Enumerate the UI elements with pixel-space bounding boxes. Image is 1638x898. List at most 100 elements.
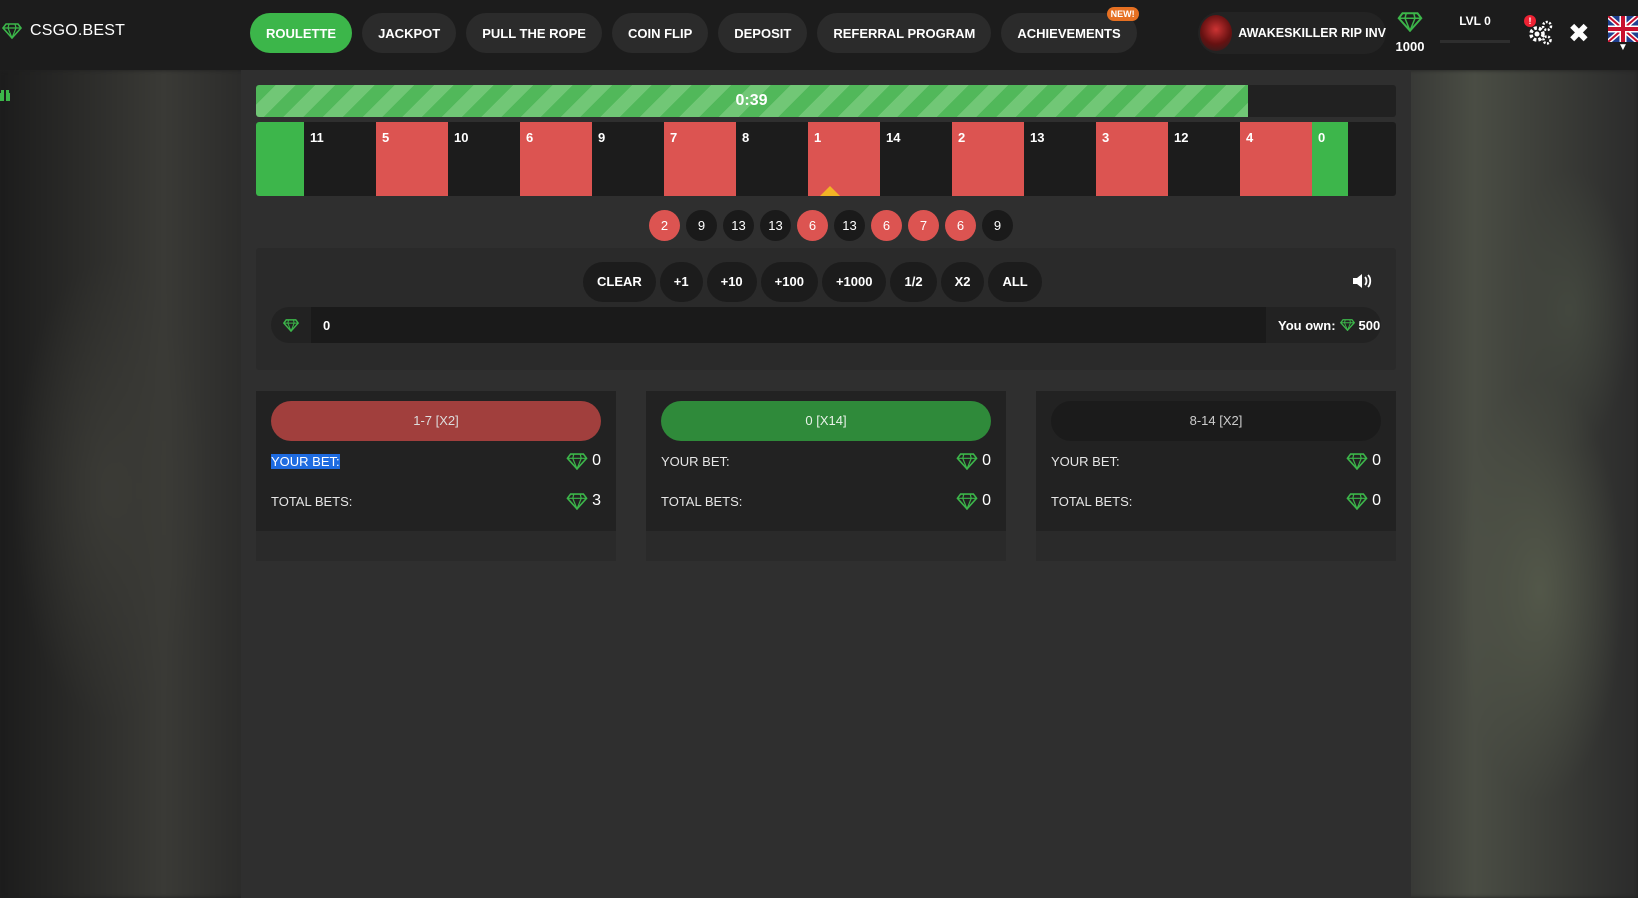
history-roll: 13 [834, 210, 865, 241]
chevron-down-icon[interactable]: ▼ [1618, 42, 1628, 53]
nav-label: DEPOSIT [734, 25, 792, 41]
nav-coin-flip[interactable]: COIN FLIP [611, 13, 709, 53]
roulette-strip: 11 5 10 6 9 7 8 1 14 2 13 3 12 4 0 [256, 122, 1396, 196]
nav-achievements[interactable]: ACHIEVEMENTS NEW! [1001, 7, 1139, 53]
gem-icon [1346, 492, 1368, 510]
new-badge: NEW! [1106, 7, 1139, 21]
roulette-cell: 6 [520, 122, 592, 196]
roulette-cell-number: 2 [958, 130, 966, 145]
settings-button[interactable]: ! [1524, 15, 1554, 46]
user-profile[interactable]: AWAKESKILLER RIP INV [1198, 12, 1386, 54]
roulette-cell-number: 7 [670, 130, 678, 145]
your-bet-amount: 0 [592, 452, 601, 469]
roulette-pointer [820, 186, 840, 196]
bet-chip-button[interactable]: 1/2 [890, 262, 937, 302]
roulette-cell: 5 [376, 122, 448, 196]
roulette-cell-number: 14 [886, 130, 901, 145]
gem-icon [566, 452, 588, 470]
total-bets-row: TOTAL BETS: 3 [271, 489, 601, 513]
nav-label: ACHIEVEMENTS [1017, 25, 1121, 41]
owned-label: You own: [1278, 317, 1336, 333]
roulette-cell: 9 [592, 122, 664, 196]
total-bets-label: TOTAL BETS: [661, 493, 743, 509]
roulette-cell: 3 [1096, 122, 1168, 196]
your-bet-value: 0 [566, 452, 601, 470]
total-bets-value: 3 [566, 492, 601, 510]
total-bets-row: TOTAL BETS: 0 [1051, 489, 1381, 513]
nav-label: REFERRAL PROGRAM [833, 25, 976, 41]
balance: 1000 [1393, 12, 1427, 54]
place-bet-red-button[interactable]: 1-7 [X2] [271, 401, 601, 441]
bet-chip-button[interactable]: +10 [706, 262, 757, 302]
close-icon[interactable]: ✖ [1568, 18, 1590, 48]
owned-value: 500 [1358, 317, 1381, 333]
bet-chip-button[interactable]: +100 [760, 262, 818, 302]
place-bet-black-button[interactable]: 8-14 [X2] [1051, 401, 1381, 441]
total-bets-value: 0 [956, 492, 991, 510]
nav-deposit[interactable]: DEPOSIT [718, 13, 808, 53]
nav-jackpot[interactable]: JACKPOT [362, 13, 457, 53]
nav-pull-the-rope[interactable]: PULL THE ROPE [466, 13, 602, 53]
roulette-cell [256, 122, 304, 196]
speaker-icon [1353, 274, 1372, 288]
nav-referral-program[interactable]: REFERRAL PROGRAM [817, 13, 992, 53]
gem-icon [956, 452, 978, 470]
bet-chip-button[interactable]: ALL [988, 262, 1042, 302]
your-bet-value: 0 [956, 452, 991, 470]
roulette-cell: 14 [880, 122, 952, 196]
nav-label: JACKPOT [378, 25, 441, 41]
place-bet-green-button[interactable]: 0 [X14] [661, 401, 991, 441]
balance-value: 1000 [1395, 39, 1425, 54]
total-bets-amount: 0 [1372, 492, 1381, 509]
history-roll: 9 [686, 210, 717, 241]
avatar [1200, 15, 1233, 51]
bet-chip-button[interactable]: +1 [659, 262, 703, 302]
owned-balance: You own: 500 [1278, 318, 1380, 333]
bet-chip-button[interactable]: CLEAR [583, 262, 656, 302]
previous-rolls: 2 9 13 13 6 13 6 7 6 9 [649, 210, 1013, 241]
history-roll: 6 [945, 210, 976, 241]
bet-list-area [256, 531, 616, 561]
total-bets-label: TOTAL BETS: [271, 493, 353, 509]
roulette-cell: 4 [1240, 122, 1312, 196]
roulette-cell-number: 10 [454, 130, 469, 145]
nav-label: ROULETTE [266, 25, 337, 41]
bet-chip-button[interactable]: +1000 [821, 262, 887, 302]
site-logo[interactable]: CSGO.BEST [2, 22, 125, 40]
level-label: LVL 0 [1459, 14, 1491, 28]
gem-icon [271, 318, 311, 332]
bet-amount-input[interactable] [311, 307, 1266, 343]
main-nav: ROULETTE JACKPOT PULL THE ROPE COIN FLIP… [250, 7, 1139, 53]
roulette-cell-number: 4 [1246, 130, 1254, 145]
nav-label: PULL THE ROPE [482, 25, 586, 41]
gem-icon [2, 23, 22, 39]
username: AWAKESKILLER RIP INV [1238, 26, 1386, 40]
sound-toggle[interactable] [1352, 272, 1374, 290]
history-roll: 6 [871, 210, 902, 241]
roulette-cell: 13 [1024, 122, 1096, 196]
roulette-panel: 0:39 11 5 10 6 9 7 8 1 14 2 13 3 12 4 0 2 9 13 13 6 13 6 7 6 9 … [241, 70, 1411, 898]
bet-card-green: 0 [X14] YOUR BET: 0 TOTAL BETS: 0 [646, 391, 1006, 561]
roulette-cell-number: 3 [1102, 130, 1110, 145]
nav-roulette[interactable]: ROULETTE [250, 13, 353, 53]
bet-amount-field: You own: 500 [271, 307, 1381, 343]
gift-icon[interactable] [0, 88, 10, 101]
bet-chip-button[interactable]: X2 [940, 262, 985, 302]
bet-card-black: 8-14 [X2] YOUR BET: 0 TOTAL BETS: 0 [1036, 391, 1396, 561]
roulette-cell: 7 [664, 122, 736, 196]
your-bet-label: YOUR BET: [1051, 453, 1120, 469]
roulette-cell: 8 [736, 122, 808, 196]
uk-flag-icon [1608, 16, 1638, 42]
brand-name: CSGO.BEST [30, 22, 126, 39]
roulette-cell: 10 [448, 122, 520, 196]
roulette-cell-number: 12 [1174, 130, 1189, 145]
your-bet-row: YOUR BET: 0 [271, 449, 601, 473]
notification-dot: ! [1524, 15, 1536, 27]
your-bet-row: YOUR BET: 0 [1051, 449, 1381, 473]
timer-progress-fill [256, 85, 1248, 117]
total-bets-label: TOTAL BETS: [1051, 493, 1133, 509]
roulette-cell-number: 11 [310, 130, 324, 145]
top-navigation-bar: CSGO.BEST ROULETTE JACKPOT PULL THE ROPE… [0, 0, 1638, 70]
language-selector[interactable] [1608, 16, 1638, 42]
